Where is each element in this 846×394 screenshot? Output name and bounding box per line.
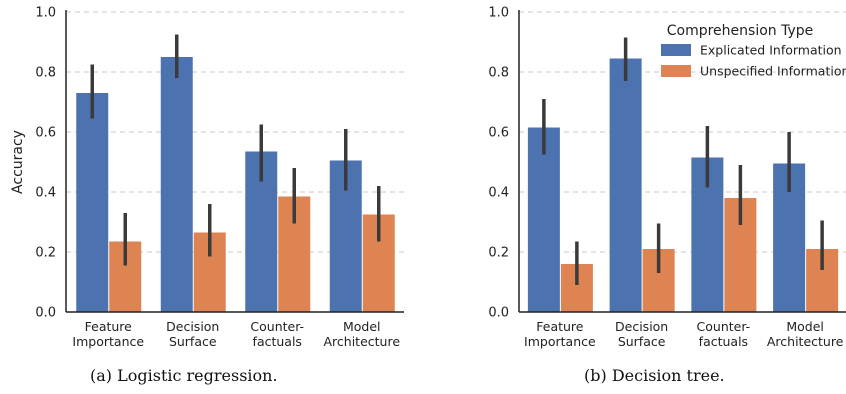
x-tick-label: Decision [615,319,668,334]
y-tick-label: 0.6 [488,126,509,141]
y-tick-label: 0.4 [488,186,509,201]
x-tick-label: Model [786,319,824,334]
x-tick-label: Counter- [697,319,751,334]
x-tick-label: Architecture [767,334,844,349]
y-tick-label: 1.0 [488,6,509,21]
bar [527,127,560,312]
x-tick-label: Feature [536,319,584,334]
y-axis-label: Accuracy [10,130,26,194]
chart-panel-logistic-regression: 0.0 0.2 0.4 0.6 0.8 1.0 Accuracy FeatureImporta… [10,6,404,349]
legend-title: Comprehension Type [667,23,814,39]
y-tick-label: 0.2 [488,246,509,261]
y-tick-label: 0.4 [35,186,56,201]
bar [609,58,642,312]
x-tick-label: Feature [85,319,133,334]
x-tick-label: factuals [253,334,302,349]
x-tick-label: Surface [169,334,217,349]
y-tick-label: 0.0 [488,306,509,321]
y-tick-label: 0.8 [488,66,509,81]
x-tick-label: Importance [72,334,144,349]
caption-logistic-regression: (a) Logistic regression. [90,366,278,385]
x-tick-label: Surface [618,334,666,349]
caption-decision-tree: (b) Decision tree. [584,366,725,385]
x-tick-label: factuals [699,334,748,349]
x-tick-label: Counter- [250,319,304,334]
x-tick-label: Decision [166,319,219,334]
y-tick-label: 0.2 [35,246,56,261]
bar [160,57,193,312]
legend: Comprehension Type Explicated Information… [661,23,846,79]
y-tick-label: 0.0 [35,306,56,321]
y-tick-label: 1.0 [35,6,56,21]
legend-entry: Explicated Information [700,43,842,58]
x-tick-label: Importance [524,334,596,349]
y-tick-label: 0.8 [35,66,56,81]
x-tick-label: Model [343,319,381,334]
y-tick-label: 0.6 [35,126,56,141]
bar [76,93,109,312]
x-tick-label: Architecture [323,334,400,349]
legend-swatch [661,65,691,77]
legend-entry: Unspecified Information [700,64,846,79]
legend-swatch [661,44,691,56]
